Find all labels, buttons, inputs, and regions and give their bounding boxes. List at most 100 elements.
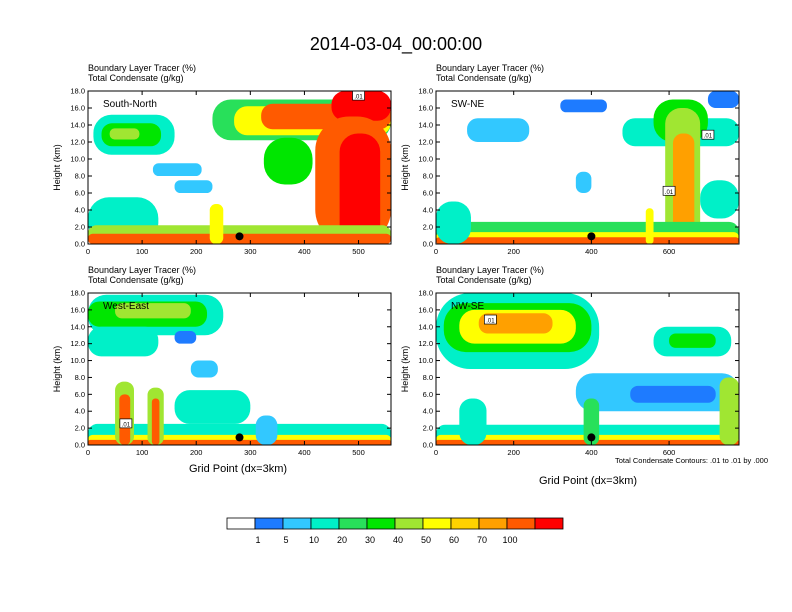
- colorbar-swatch: [366, 517, 396, 530]
- condensate-region: [115, 303, 191, 319]
- contour-label-box: [701, 129, 715, 140]
- ytick-label: 12.0: [418, 138, 433, 147]
- ytick-label: 0.0: [423, 441, 433, 450]
- ytick-label: 8.0: [75, 172, 85, 181]
- xtick-label: 600: [663, 448, 676, 457]
- ytick-label: 4.0: [75, 407, 85, 416]
- ytick-label: 6.0: [75, 390, 85, 399]
- contour-label: .01: [486, 319, 495, 325]
- condensate-region: [575, 171, 592, 193]
- panel-header-tracer: Boundary Layer Tracer (%): [436, 63, 544, 73]
- colorbar-swatch: [394, 517, 424, 530]
- xtick-label: 400: [585, 247, 598, 256]
- xtick-label: 0: [86, 247, 90, 256]
- yaxis-label: Height (km): [400, 346, 410, 393]
- ytick-label: 18.0: [70, 87, 85, 96]
- ytick-label: 4.0: [423, 206, 433, 215]
- contour-label-box: [119, 418, 133, 429]
- panel-header-condensate: Total Condensate (g/kg): [88, 275, 184, 285]
- panel-name-label: SW-NE: [451, 99, 484, 110]
- contour-label: .01: [354, 95, 363, 101]
- plot-frame: [87, 292, 392, 446]
- condensate-region: [719, 377, 739, 445]
- xtick-label: 200: [507, 247, 520, 256]
- colorbar: 1 5 10 20 30 40 50 60 70 100: [226, 517, 564, 545]
- condensate-region: [630, 385, 716, 403]
- panel-west-east: Boundary Layer Tracer (%)Total Condensat…: [52, 265, 392, 457]
- condensate-region: [707, 91, 739, 108]
- colorbar-label: 50: [421, 535, 431, 545]
- ytick-label: 16.0: [418, 104, 433, 113]
- ytick-label: 8.0: [75, 373, 85, 382]
- location-marker: [235, 232, 244, 241]
- panel-name-label: NW-SE: [451, 301, 484, 312]
- xtick-label: 400: [298, 247, 311, 256]
- ytick-label: 8.0: [423, 373, 433, 382]
- plot-frame: [435, 90, 740, 245]
- colorbar-swatch: [506, 517, 536, 530]
- xtick-label: 200: [507, 448, 520, 457]
- ytick-label: 10.0: [418, 356, 433, 365]
- heatmap-field: [436, 91, 739, 244]
- panel-name-label: West-East: [103, 301, 149, 312]
- panel-header-tracer: Boundary Layer Tracer (%): [88, 63, 196, 73]
- xtick-label: 200: [190, 247, 203, 256]
- condensate-region: [583, 398, 600, 445]
- colorbar-swatch: [226, 517, 256, 530]
- panel-sw-ne: Boundary Layer Tracer (%)Total Condensat…: [400, 63, 740, 256]
- ytick-label: 12.0: [70, 138, 85, 147]
- ytick-label: 12.0: [70, 339, 85, 348]
- ytick-label: 4.0: [423, 407, 433, 416]
- colorbar-swatch: [450, 517, 480, 530]
- contour-label-box: [484, 314, 497, 325]
- xtick-label: 200: [190, 448, 203, 457]
- heatmap-field: [88, 293, 391, 445]
- panel-header-condensate: Total Condensate (g/kg): [436, 275, 532, 285]
- ytick-label: 8.0: [423, 172, 433, 181]
- xtick-label: 300: [244, 247, 257, 256]
- panel-header-condensate: Total Condensate (g/kg): [88, 73, 184, 83]
- condensate-region: [436, 237, 739, 244]
- yaxis-label: Height (km): [52, 346, 62, 393]
- condensate-region: [331, 91, 391, 121]
- contour-label-box: [352, 90, 365, 101]
- colorbar-label: 100: [502, 535, 517, 545]
- colorbar-swatch: [254, 517, 284, 530]
- yaxis-label: Height (km): [52, 144, 62, 191]
- ytick-label: 16.0: [70, 305, 85, 314]
- condensate-region: [467, 118, 530, 142]
- panel-nw-se: Boundary Layer Tracer (%)Total Condensat…: [400, 265, 740, 457]
- ytick-label: 14.0: [70, 322, 85, 331]
- colorbar-label: 60: [449, 535, 459, 545]
- condensate-region: [255, 415, 278, 445]
- ytick-label: 0.0: [75, 441, 85, 450]
- condensate-region: [339, 133, 381, 244]
- yaxis-label: Height (km): [400, 144, 410, 191]
- condensate-region: [672, 133, 695, 244]
- ytick-label: 14.0: [70, 121, 85, 130]
- ytick-label: 16.0: [70, 104, 85, 113]
- panel-header-tracer: Boundary Layer Tracer (%): [436, 265, 544, 275]
- condensate-region: [174, 331, 197, 344]
- ytick-label: 18.0: [70, 289, 85, 298]
- condensate-region: [152, 163, 202, 176]
- xtick-label: 500: [352, 448, 365, 457]
- ytick-label: 10.0: [70, 155, 85, 164]
- condensate-region: [263, 137, 313, 185]
- xtick-label: 400: [585, 448, 598, 457]
- plot-frame: [435, 292, 740, 446]
- contour-label: .01: [704, 134, 713, 140]
- xtick-label: 300: [244, 448, 257, 457]
- colorbar-label: 30: [365, 535, 375, 545]
- panel-south-north: Boundary Layer Tracer (%)Total Condensat…: [52, 63, 392, 256]
- location-marker: [587, 433, 596, 442]
- contour-label-box: [662, 185, 676, 196]
- condensate-region: [88, 439, 391, 445]
- condensate-region: [88, 326, 159, 357]
- heatmap-field: [88, 91, 391, 244]
- xtick-label: 400: [298, 448, 311, 457]
- ytick-label: 14.0: [418, 121, 433, 130]
- colorbar-label: 5: [283, 535, 288, 545]
- ytick-label: 2.0: [75, 223, 85, 232]
- condensate-region: [190, 360, 218, 378]
